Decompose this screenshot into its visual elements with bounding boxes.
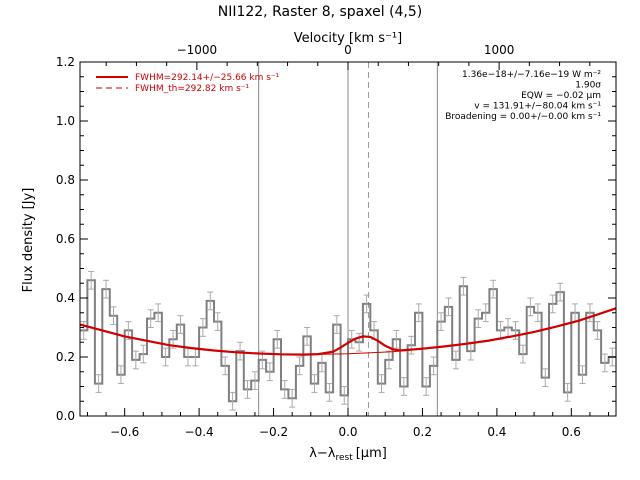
top-tick-label: 0	[344, 43, 352, 57]
error-bar	[549, 294, 556, 314]
error-bar	[594, 321, 601, 340]
error-bar	[415, 303, 422, 323]
error-bar	[132, 350, 139, 370]
error-bar	[363, 294, 370, 314]
fit-annotation: 1.90σ	[575, 81, 601, 91]
error-bar	[289, 388, 296, 408]
error-bar	[482, 303, 489, 323]
x-tick-label: 0.4	[487, 425, 506, 439]
error-bar	[564, 383, 571, 402]
error-bar	[140, 344, 147, 364]
error-bar	[95, 374, 102, 393]
top-axis-label: Velocity [km s⁻¹]	[294, 31, 402, 46]
error-bar	[117, 365, 124, 385]
error-bar	[326, 383, 333, 402]
error-bar	[341, 386, 348, 405]
error-bar	[423, 377, 430, 396]
y-tick-label: 0.8	[56, 173, 75, 187]
x-axis-label-sub: rest	[335, 453, 353, 463]
error-bar	[430, 356, 437, 376]
x-tick-labels: −0.6 −0.4 −0.2 0.0 0.2 0.4 0.6	[110, 425, 581, 439]
y-tick-label: 1.0	[56, 114, 75, 128]
error-bar	[88, 270, 95, 290]
error-bar	[348, 329, 355, 349]
x-axis-label-main: λ−λ	[309, 446, 336, 461]
legend: FWHM=292.14+/−25.66 km s⁻¹FWHM_th=292.82…	[96, 73, 280, 94]
top-tick-label: −1000	[177, 43, 218, 57]
error-bar	[274, 329, 281, 349]
y-tick-label: 1.2	[56, 55, 75, 69]
error-bar	[490, 279, 497, 299]
y-tick-labels: 0.0 0.2 0.4 0.6 0.8 1.0 1.2	[56, 55, 75, 423]
error-bar	[400, 377, 407, 396]
error-bar	[601, 353, 608, 373]
top-tick-label: 1000	[484, 43, 515, 57]
y-axis-label: Flux density [Jy]	[21, 188, 36, 293]
x-tick-label: 0.0	[338, 425, 357, 439]
error-bar	[103, 279, 110, 299]
error-bar	[356, 332, 363, 352]
error-bar	[251, 371, 258, 390]
error-bar	[147, 309, 154, 328]
x-tick-label: −0.2	[259, 425, 288, 439]
error-bar	[438, 312, 445, 331]
top-tick-labels: −1000 0 1000	[177, 43, 515, 57]
x-tick-label: −0.4	[185, 425, 214, 439]
error-bar	[162, 347, 169, 367]
x-axis-label: λ−λrest [μm]	[309, 446, 387, 463]
error-bar	[199, 318, 206, 337]
error-bar	[222, 356, 229, 376]
error-bar	[557, 282, 564, 302]
fit-annotation: EQW = −0.02 μm	[521, 91, 601, 101]
fit-annotation: Broadening = 0.00+/−0.00 km s⁻¹	[445, 112, 601, 122]
error-bar	[452, 350, 459, 370]
y-tick-label: 0.0	[56, 409, 75, 423]
fit-line	[79, 307, 617, 356]
error-bar	[408, 335, 415, 355]
error-bar	[445, 297, 452, 317]
error-bar	[229, 391, 236, 411]
error-bar	[385, 350, 392, 370]
error-bar	[579, 365, 586, 385]
error-bar	[311, 374, 318, 393]
plot-area	[79, 61, 617, 417]
error-bar	[155, 303, 162, 323]
error-bar	[304, 327, 311, 346]
x-tick-label: 0.6	[562, 425, 581, 439]
error-bar	[542, 368, 549, 387]
error-bar	[393, 329, 400, 349]
error-bar	[281, 380, 288, 399]
error-bar	[296, 356, 303, 376]
y-tick-label: 0.2	[56, 350, 75, 364]
error-bar	[586, 303, 593, 323]
error-bar	[534, 303, 541, 323]
error-bar	[527, 297, 534, 317]
error-bar	[333, 315, 340, 334]
legend-label: FWHM_th=292.82 km s⁻¹	[135, 84, 250, 94]
error-bar	[177, 315, 184, 334]
legend-label: FWHM=292.14+/−25.66 km s⁻¹	[135, 73, 280, 83]
error-bar	[237, 341, 244, 361]
error-bar	[244, 380, 251, 399]
error-bar	[475, 309, 482, 328]
x-tick-label: −0.6	[110, 425, 139, 439]
y-tick-label: 0.4	[56, 291, 75, 305]
chart-title: NII122, Raster 8, spaxel (4,5)	[218, 4, 423, 20]
error-bar	[266, 362, 273, 382]
error-bar	[207, 291, 214, 311]
error-bar	[214, 312, 221, 331]
fit-annotation: 1.36e−18+/−7.16e−19 W m⁻²	[462, 70, 601, 80]
error-bar	[460, 276, 467, 296]
fit-annotation: v = 131.91+/−80.04 km s⁻¹	[474, 102, 601, 112]
error-bar	[378, 374, 385, 393]
y-tick-label: 0.6	[56, 232, 75, 246]
error-bar	[110, 306, 117, 326]
x-axis-label-unit: [μm]	[356, 446, 387, 461]
error-bar	[519, 344, 526, 364]
x-tick-label: 0.2	[413, 425, 432, 439]
